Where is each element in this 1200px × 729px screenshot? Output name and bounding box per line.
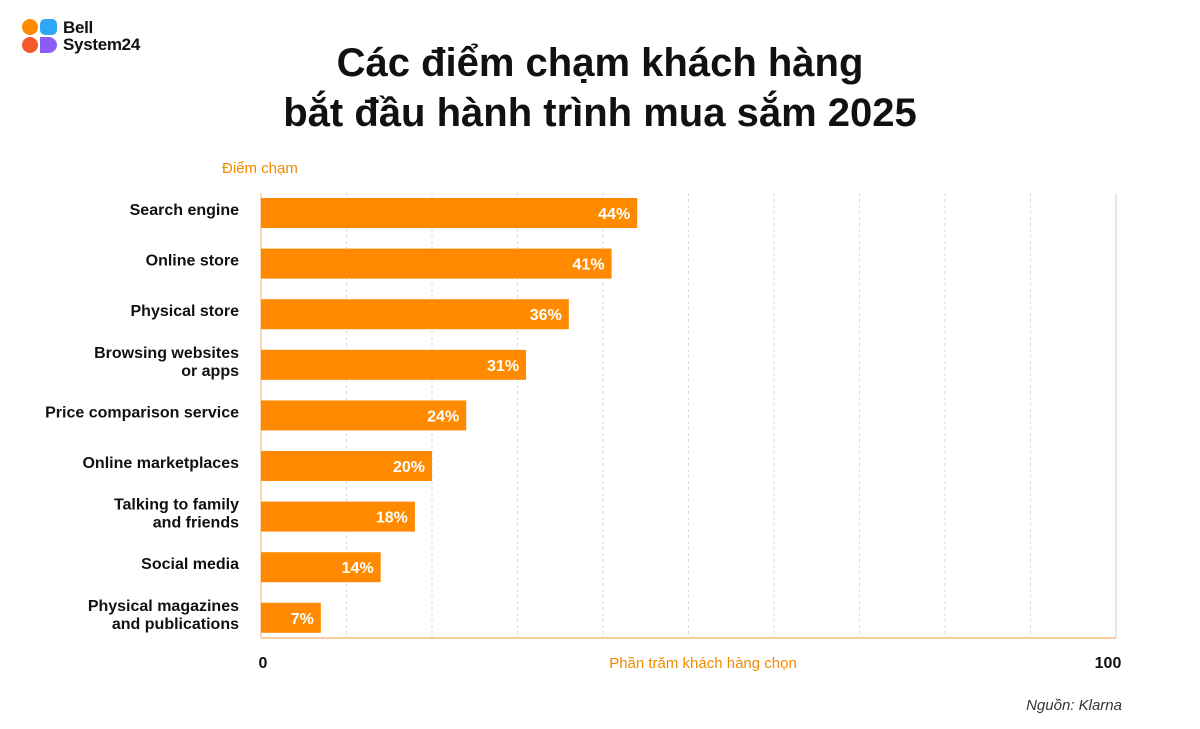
- category-label-line: Physical store: [131, 303, 240, 320]
- logo-mark-icon: [22, 18, 58, 54]
- bar-value-label: 44%: [598, 206, 630, 223]
- bar: [261, 248, 612, 279]
- y-axis-title: Điểm chạm: [222, 160, 298, 177]
- logo-dot-blue: [40, 19, 57, 35]
- category-label: Browsing websites or apps: [94, 345, 239, 380]
- category-label-line: Online store: [146, 253, 239, 270]
- bar-value-label: 18%: [376, 510, 408, 527]
- category-label: Search engine: [130, 202, 239, 219]
- bar: [261, 299, 569, 330]
- category-label-line: Price comparison service: [45, 404, 239, 421]
- source-note: Nguồn: Klarna: [1026, 697, 1122, 714]
- category-label-line: or apps: [181, 363, 239, 380]
- logo-dot-red: [22, 37, 38, 53]
- bar: [261, 501, 415, 532]
- bar-value-label: 20%: [393, 459, 425, 476]
- logo-text-line2: System24: [63, 35, 140, 54]
- category-label-line: Browsing websites: [94, 345, 239, 362]
- bar: [261, 400, 467, 431]
- x-axis-title: Phần trăm khách hàng chọn: [609, 655, 797, 672]
- brand-logo: Bell System24: [22, 18, 140, 54]
- bar: [261, 198, 638, 228]
- bar: [261, 451, 432, 481]
- x-tick-label: 100: [1095, 655, 1122, 672]
- category-label: Price comparison service: [45, 404, 239, 421]
- category-label-line: Search engine: [130, 202, 239, 219]
- category-label-line: Physical magazines: [88, 598, 239, 615]
- chart-title-line1: Các điểm chạm khách hàng: [336, 41, 864, 85]
- category-label: Talking to family and friends: [114, 497, 239, 532]
- x-tick-label: 0: [259, 655, 268, 672]
- category-label: Physical magazines and publications: [88, 598, 239, 633]
- category-label: Physical store: [131, 303, 240, 320]
- bar-value-label: 36%: [530, 307, 562, 324]
- chart-title-line2: bắt đầu hành trình mua sắm 2025: [283, 91, 917, 135]
- bar-value-label: 14%: [342, 560, 374, 577]
- logo-text-line1: Bell: [63, 18, 93, 37]
- chart-title: Các điểm chạm khách hàng bắt đầu hành tr…: [0, 38, 1200, 138]
- bar-value-label: 41%: [573, 257, 605, 274]
- category-label-line: Online marketplaces: [82, 455, 239, 472]
- category-label: Social media: [141, 556, 239, 573]
- bar-value-label: 24%: [427, 408, 459, 425]
- category-label: Online marketplaces: [82, 455, 239, 472]
- category-label-line: and publications: [112, 616, 239, 633]
- logo-dot-purple: [40, 37, 57, 53]
- bar-value-label: 31%: [487, 358, 519, 375]
- bar-value-label: 7%: [291, 611, 314, 628]
- logo-text: Bell System24: [63, 19, 140, 53]
- bar: [261, 349, 527, 380]
- category-label-line: Talking to family: [114, 497, 239, 514]
- bar: [261, 552, 381, 583]
- bar: [261, 602, 321, 633]
- category-label-line: and friends: [153, 515, 239, 532]
- category-label-line: Social media: [141, 556, 239, 573]
- category-label: Online store: [146, 253, 239, 270]
- logo-dot-orange: [22, 19, 38, 35]
